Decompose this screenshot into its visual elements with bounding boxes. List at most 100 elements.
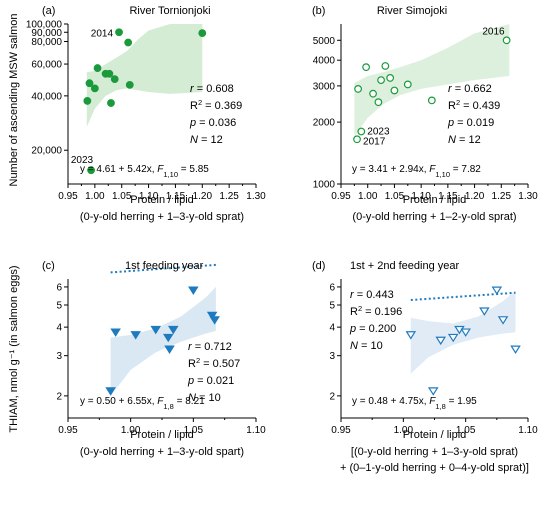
y-tick-label: 20,000: [31, 146, 62, 157]
data-point: [386, 74, 395, 82]
data-point: [447, 333, 459, 343]
y-tick-label: 3: [329, 351, 335, 362]
panel-label: (c): [42, 260, 55, 272]
data-point: [105, 69, 114, 78]
x-axis-label: Protein / lipid: [403, 429, 467, 441]
stat-p: p = 0.019: [447, 117, 494, 129]
data-point: [198, 29, 207, 38]
data-point: [377, 76, 385, 85]
y-tick-label: 2: [329, 391, 335, 402]
data-point: [374, 98, 383, 107]
y-tick-label: 4: [56, 323, 62, 334]
data-point: [491, 286, 503, 296]
x-tick-label: 1.05: [184, 425, 204, 436]
stat-n: N = 10: [350, 340, 383, 352]
y-tick-label: 5000: [313, 36, 336, 47]
x-tick-label: 1.30: [518, 191, 538, 202]
x-tick-label: 1.05: [456, 425, 476, 436]
data-point: [188, 286, 199, 296]
data-point: [90, 84, 99, 93]
y-tick-label: 2000: [313, 118, 336, 129]
panel-title: 1st feeding year: [125, 260, 204, 272]
point-label: 2016: [482, 26, 505, 37]
x-tick-label: 0.95: [331, 425, 351, 436]
x-axis-label: (0-y-old herring + 1–3-y-old spart): [80, 446, 244, 458]
data-point: [125, 80, 134, 89]
panel-a: 0.95 1.00 1.05 1.10 1.15 1.20 1.25 1.30 20,000 40…: [8, 5, 266, 223]
data-point: [510, 345, 521, 354]
x-tick-label: 1.05: [112, 191, 132, 202]
stat-r2: R2 = 0.439: [448, 98, 500, 113]
x-axis-label: (0-y-old herring + 1–2-y-old sprat): [352, 211, 516, 223]
data-point: [381, 62, 390, 70]
data-point: [502, 36, 511, 45]
panel-label: (b): [312, 5, 325, 17]
x-tick-label: 1.15: [438, 191, 458, 202]
data-point: [353, 135, 361, 144]
data-point: [357, 127, 366, 136]
confidence-band: [110, 286, 216, 396]
data-point: [162, 333, 174, 343]
data-point: [435, 336, 447, 346]
y-tick-label: 3: [56, 351, 62, 362]
data-point: [130, 331, 141, 340]
point-label: 2014: [91, 28, 114, 39]
data-point: [427, 387, 439, 396]
y-tick-label: 80,000: [31, 37, 62, 48]
y-tick-label: 6: [56, 282, 62, 293]
data-point: [479, 307, 490, 316]
data-point: [369, 89, 377, 98]
data-point: [115, 28, 123, 37]
y-axis-label: Number of ascending MSW salmon: [8, 13, 20, 186]
x-tick-label: 1.00: [121, 425, 141, 436]
x-axis-label: Protein / lipid: [130, 429, 194, 441]
stat-r: r = 0.712: [188, 341, 232, 353]
panel-c: 0.95 1.00 1.05 1.10 2 3 4 5 6(c) 1st feeding year…: [8, 260, 266, 458]
x-tick-label: 0.95: [58, 425, 78, 436]
point-label: 2023: [367, 127, 390, 138]
x-tick-label: 1.20: [465, 191, 485, 202]
data-point: [124, 38, 133, 47]
y-tick-label: 4000: [313, 56, 336, 67]
x-tick-label: 1.25: [492, 191, 512, 202]
point-label: 2017: [363, 136, 386, 147]
stat-r2: R2 = 0.369: [190, 98, 242, 113]
panel-b: 0.95 1.00 1.05 1.10 1.15 1.20 1.25 1.30 1000 2000…: [312, 5, 538, 223]
x-tick-label: 1.20: [193, 191, 213, 202]
data-point: [167, 325, 179, 335]
x-tick-label: 1.15: [166, 191, 186, 202]
data-point: [87, 166, 95, 175]
confidence-band: [86, 24, 203, 127]
regression-equation: y = 4.61 + 5.42x, F1,10 = 5.85: [80, 164, 209, 179]
x-tick-label: 1.00: [394, 425, 414, 436]
data-point: [405, 331, 417, 340]
point-label: 2023: [71, 155, 94, 166]
x-tick-label: 1.00: [358, 191, 378, 202]
x-tick-label: 0.95: [331, 191, 351, 202]
y-axis-label: THIAM, nmol g⁻¹ (in salmon eggs): [8, 265, 20, 432]
x-axis-label: [(0-y-old herring + 1–3-y-old sprat): [351, 446, 518, 458]
stat-n: N = 10: [188, 392, 221, 404]
panel-label: (a): [42, 5, 55, 17]
y-tick-label: 1000: [313, 180, 336, 191]
y-tick-label: 2: [56, 391, 62, 402]
x-tick-label: 1.05: [385, 191, 405, 202]
data-point: [110, 75, 119, 84]
x-axis-label: Protein / lipid: [403, 194, 467, 206]
data-point: [206, 311, 218, 321]
y-tick-label: 100,000: [26, 20, 63, 31]
x-tick-label: 1.10: [246, 425, 266, 436]
stat-r: r = 0.662: [448, 83, 492, 95]
x-tick-label: 1.30: [246, 191, 266, 202]
x-axis-label: Protein / lipid: [130, 194, 194, 206]
x-tick-label: 1.00: [85, 191, 105, 202]
data-point: [93, 64, 102, 72]
data-point: [390, 86, 399, 95]
y-tick-label: 5: [56, 301, 62, 312]
data-point: [150, 325, 162, 335]
y-tick-label: 5: [329, 301, 335, 312]
data-point: [460, 328, 471, 337]
stat-n: N = 12: [190, 134, 223, 146]
regression-equation: y = 0.48 + 4.75x, F1,8 = 1.95: [352, 396, 477, 411]
